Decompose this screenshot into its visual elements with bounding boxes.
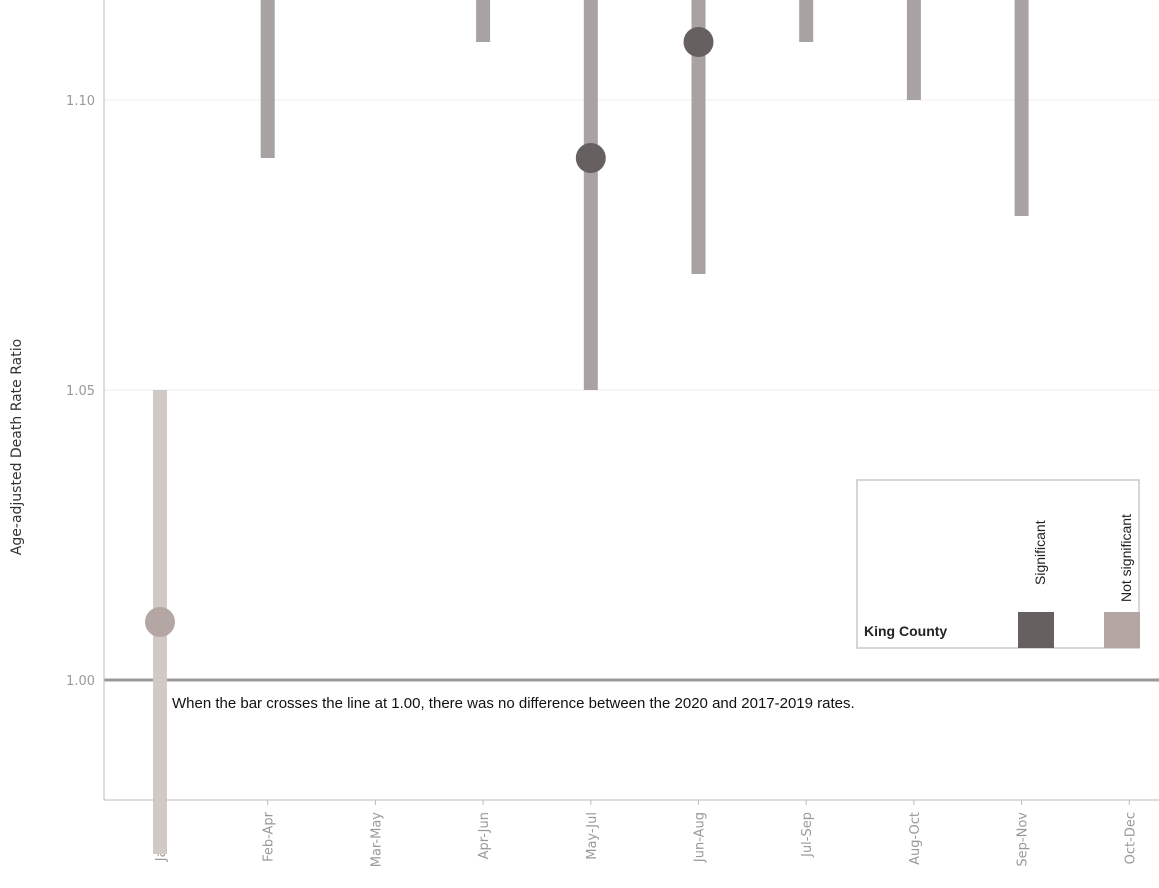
y-tick-label: 1.10 bbox=[66, 94, 95, 109]
ci-bar bbox=[260, 0, 275, 158]
point-layer bbox=[145, 27, 714, 637]
ci-bar bbox=[1014, 0, 1029, 216]
data-point bbox=[575, 143, 606, 173]
data-point bbox=[145, 607, 175, 637]
x-tick-label: May-Jul bbox=[585, 812, 600, 860]
ci-bar bbox=[906, 0, 921, 100]
y-tick-label: 1.00 bbox=[66, 674, 95, 689]
reference-line-annotation: When the bar crosses the line at 1.00, t… bbox=[172, 695, 855, 712]
ci-bar-layer bbox=[153, 0, 1029, 854]
x-tick-label: Aug-Oct bbox=[908, 812, 923, 865]
x-tick-label: Jun-Aug bbox=[693, 812, 708, 863]
grid-layer bbox=[104, 99, 1159, 682]
data-point bbox=[683, 27, 714, 57]
ci-bar bbox=[583, 0, 598, 390]
legend-label-significant: Significant bbox=[1032, 520, 1048, 585]
x-tick-label: Mar-May bbox=[369, 812, 384, 868]
x-tick-label: Jul-Sep bbox=[800, 812, 815, 858]
axis-layer: 1.001.051.101.151.20Jan-MarFeb-AprMar-Ma… bbox=[66, 0, 1159, 867]
legend-swatch-not-significant bbox=[1104, 612, 1140, 648]
legend-row-label: King County bbox=[864, 623, 947, 639]
x-tick-label: Feb-Apr bbox=[262, 811, 277, 862]
legend-box bbox=[856, 479, 1140, 649]
legend-swatch-significant bbox=[1018, 612, 1054, 648]
x-tick-label: Apr-Jun bbox=[477, 812, 492, 859]
x-tick-label: Oct-Dec bbox=[1123, 812, 1138, 864]
ci-bar bbox=[799, 0, 814, 42]
legend-label-not-significant: Not significant bbox=[1118, 514, 1134, 602]
legend: Significant Not significant King County bbox=[856, 479, 1140, 649]
ci-bar bbox=[691, 0, 706, 274]
x-tick-label: Sep-Nov bbox=[1016, 812, 1031, 867]
y-tick-label: 1.05 bbox=[66, 384, 95, 399]
y-axis-label: Age-adjusted Death Rate Ratio bbox=[9, 339, 25, 555]
ci-bar bbox=[476, 0, 491, 42]
